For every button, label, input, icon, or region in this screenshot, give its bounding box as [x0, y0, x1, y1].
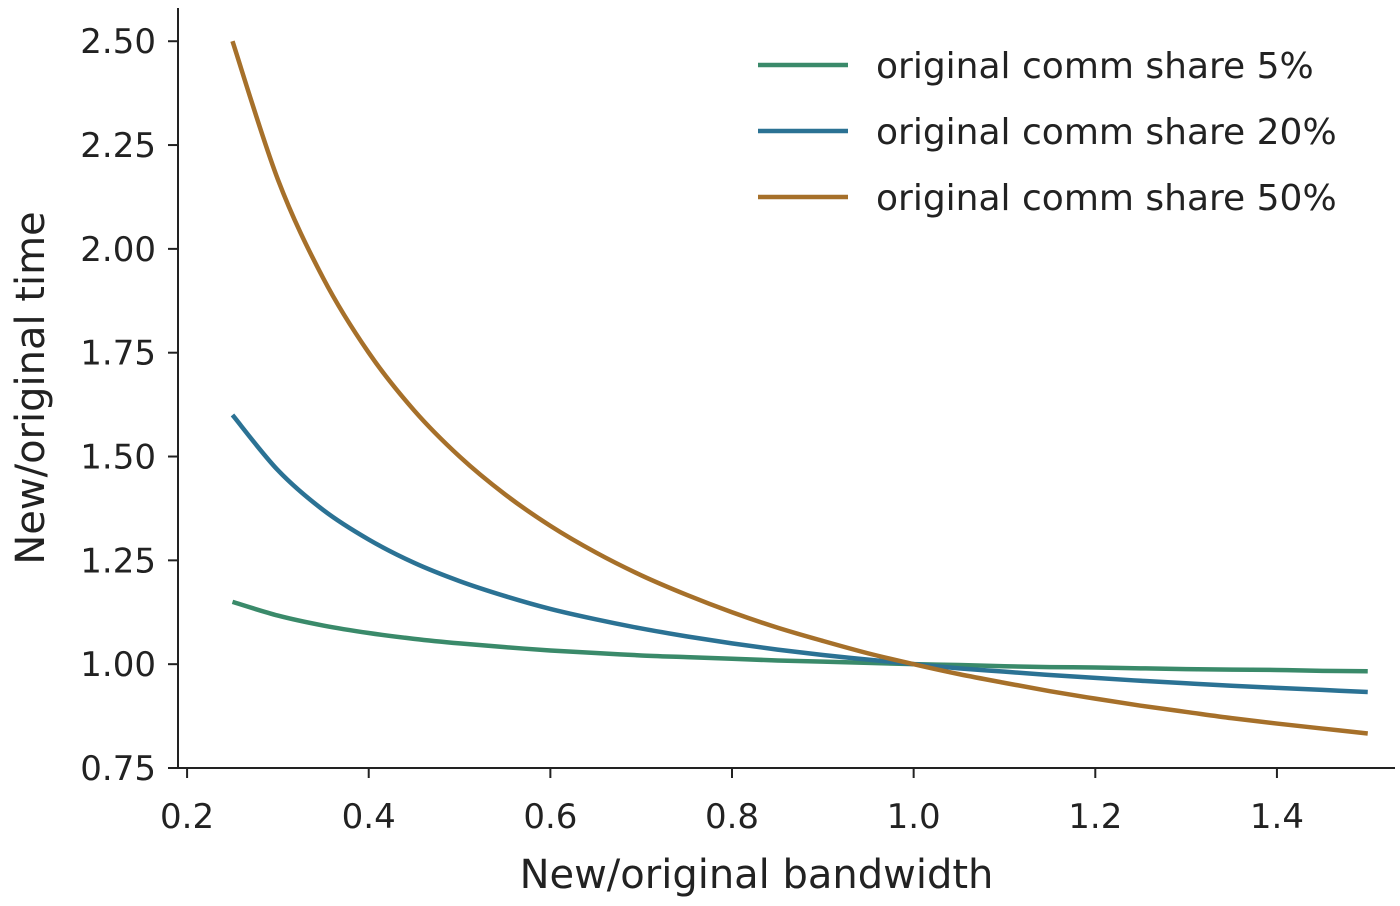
legend-label: original comm share 5% — [876, 46, 1314, 87]
series-line-1 — [231, 599, 1368, 674]
x-axis-ticks: 0.2 0.4 0.6 0.8 1.0 1.2 1.4 — [160, 768, 1304, 837]
y-tick-label: 1.50 — [80, 438, 156, 478]
y-axis-label: New/original time — [8, 211, 54, 564]
legend-label: original comm share 20% — [876, 112, 1337, 153]
x-tick-label: 0.6 — [523, 797, 577, 837]
y-tick-label: 0.75 — [80, 749, 156, 789]
legend: original comm share 5% original comm shar… — [758, 46, 1337, 219]
x-tick-label: 1.4 — [1250, 797, 1304, 837]
y-axis-ticks: 0.75 1.00 1.25 1.50 1.75 2.00 2.25 2.50 — [80, 22, 178, 789]
series-line-3 — [230, 40, 1368, 736]
x-tick-label: 1.2 — [1068, 797, 1122, 837]
x-tick-label: 0.2 — [160, 797, 214, 837]
y-tick-label: 1.00 — [80, 645, 156, 685]
x-tick-label: 1.0 — [887, 797, 941, 837]
series-lines — [230, 40, 1368, 736]
y-tick-label: 2.50 — [80, 22, 156, 62]
series-line-2 — [230, 413, 1368, 695]
y-tick-label: 2.00 — [80, 230, 156, 270]
y-tick-label: 1.75 — [80, 334, 156, 374]
y-tick-label: 1.25 — [80, 541, 156, 581]
x-axis-label: New/original bandwidth — [520, 852, 994, 898]
y-tick-label: 2.25 — [80, 126, 156, 166]
legend-label: original comm share 50% — [876, 178, 1337, 219]
x-tick-label: 0.4 — [342, 797, 396, 837]
x-tick-label: 0.8 — [705, 797, 759, 837]
